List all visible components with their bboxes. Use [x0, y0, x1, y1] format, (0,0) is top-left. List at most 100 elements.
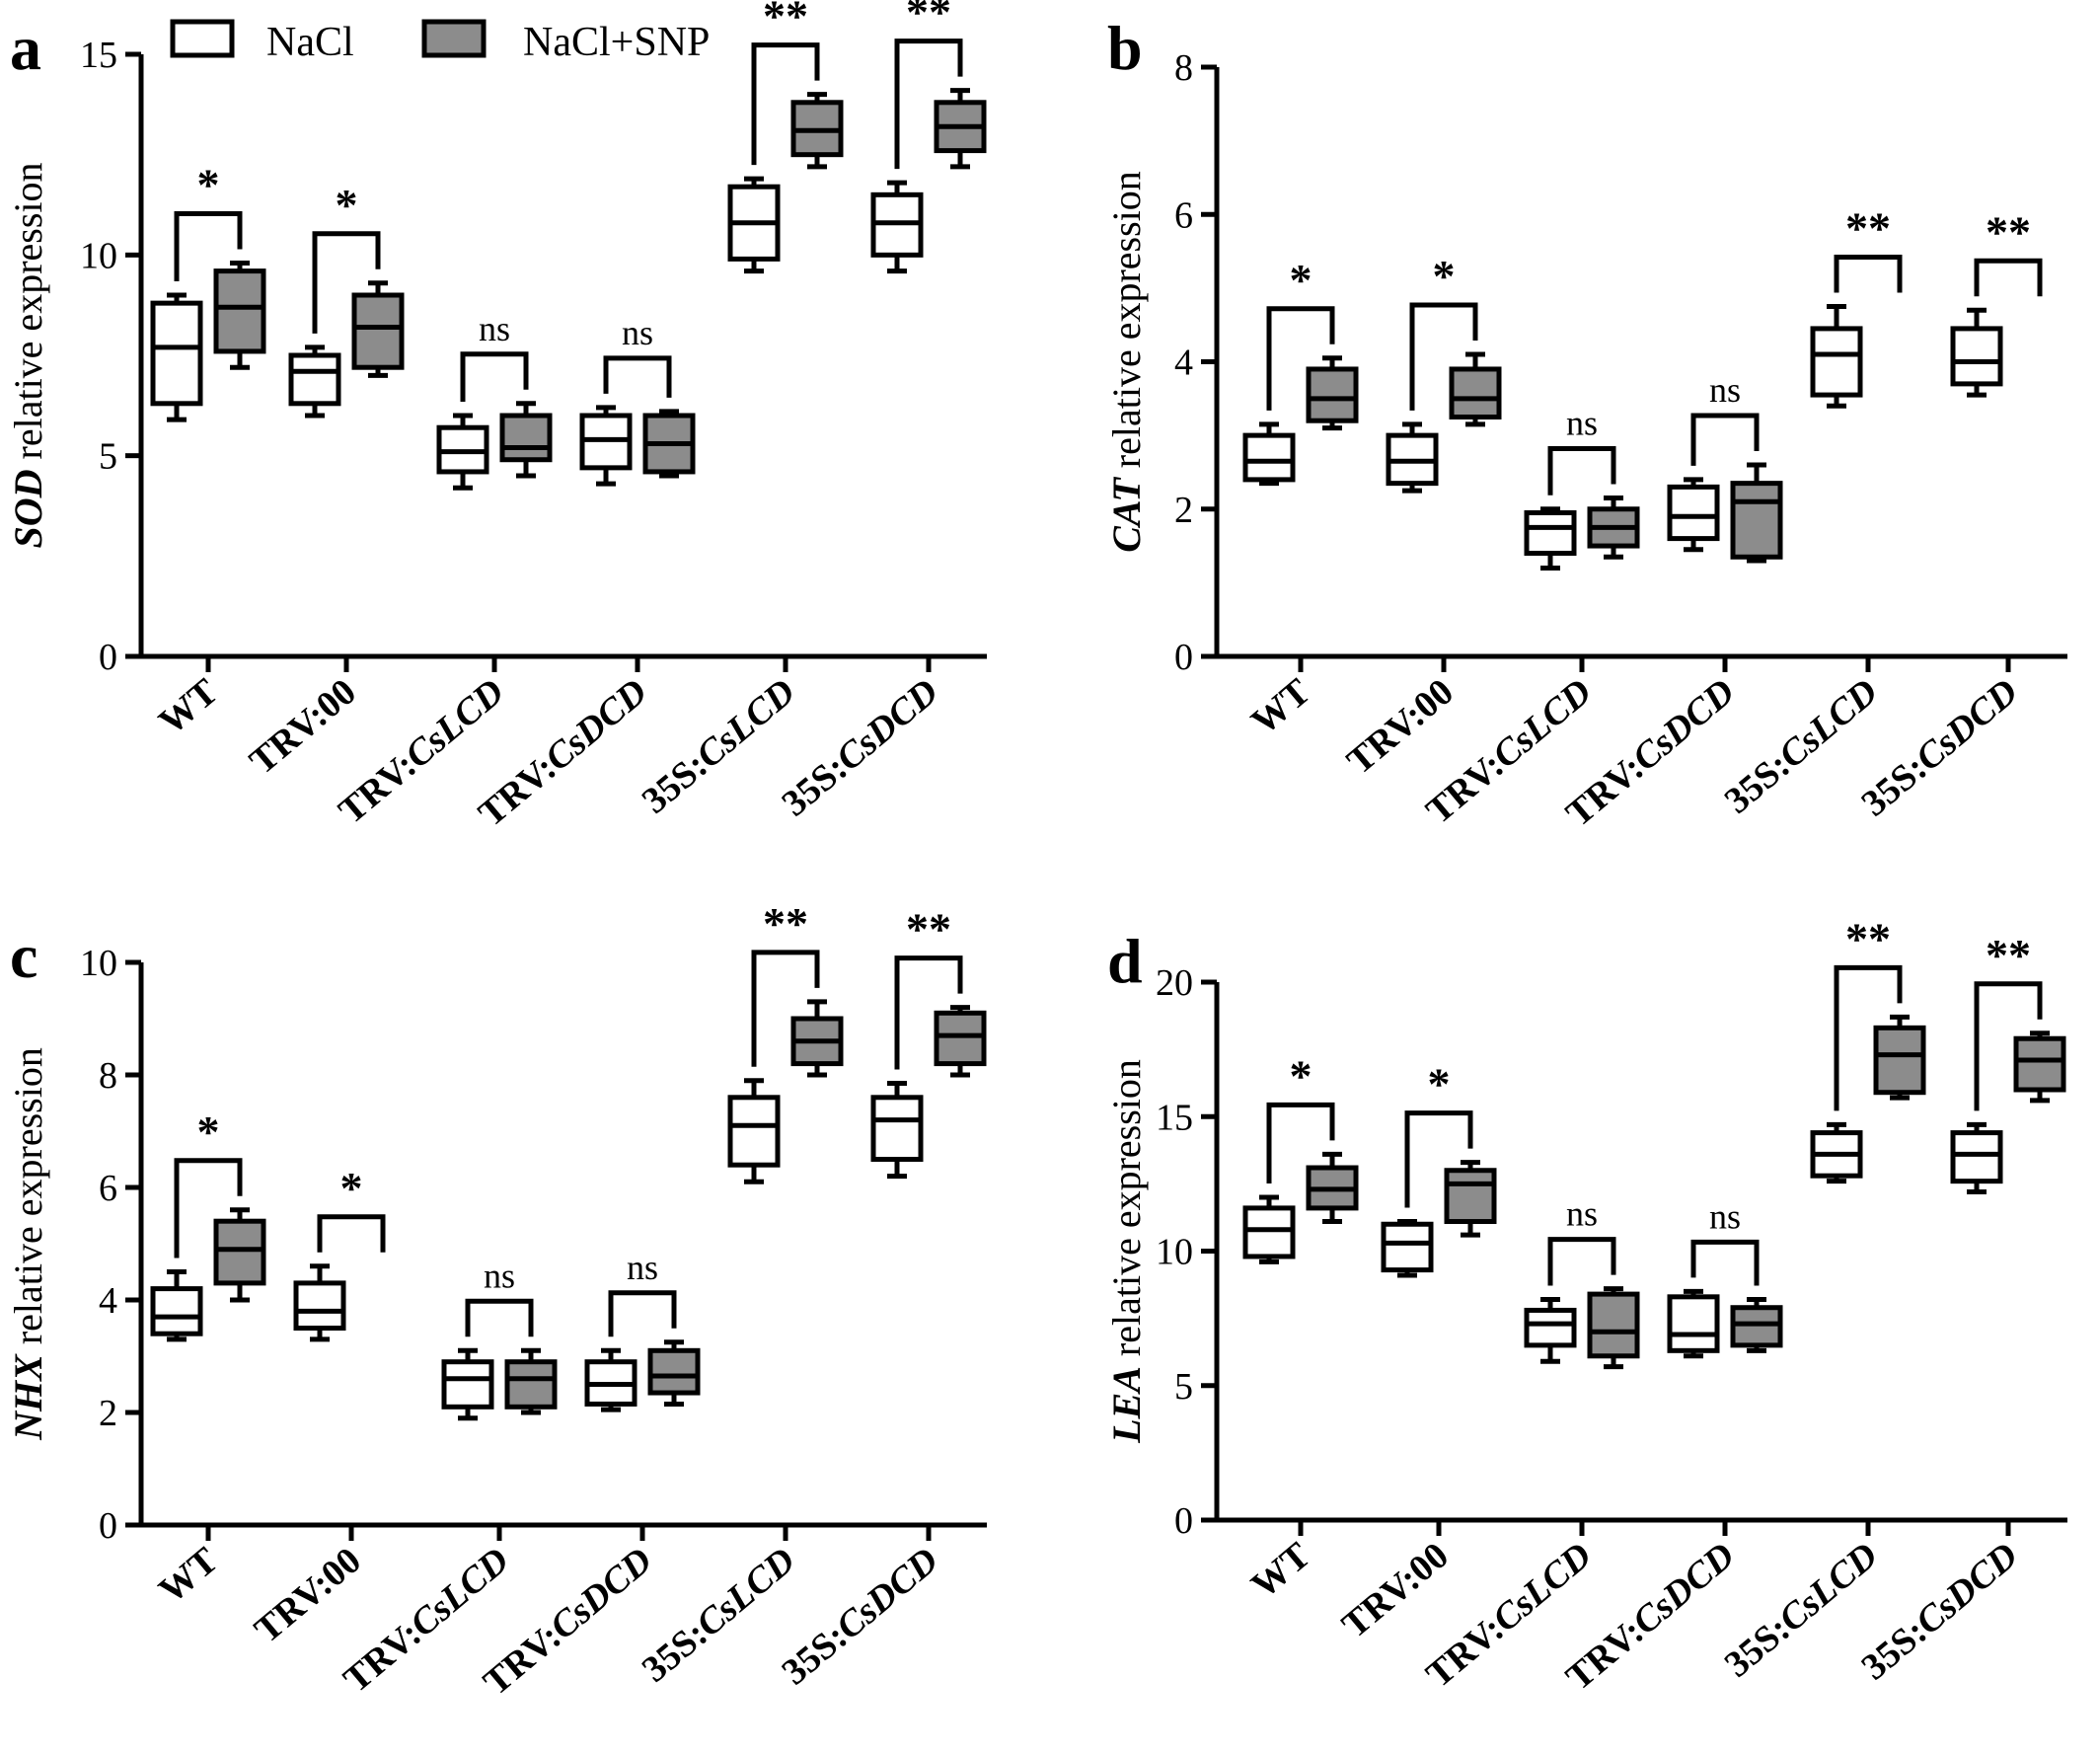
x-tick-label-gene: CsLCD: [1485, 671, 1600, 777]
significance-label: ns: [484, 1256, 515, 1295]
y-axis-label-gene: SOD: [6, 469, 50, 548]
significance-label: **: [1986, 206, 2031, 257]
significance-label: ns: [1709, 1196, 1741, 1236]
nacl-snp-box: [1730, 481, 1783, 560]
nacl-box: [1242, 432, 1296, 483]
significance-label: ns: [1566, 1194, 1598, 1234]
significance-bracket: [608, 1290, 677, 1337]
y-tick-label: 6: [99, 1168, 117, 1209]
nacl-box: [293, 1280, 346, 1332]
y-axis-label-gene: LEA: [1104, 1366, 1149, 1444]
x-tick-label: 35S:CsDCD: [1854, 671, 2026, 825]
significance-bracket: [174, 210, 243, 281]
x-tick-label-gene: CsDCD: [543, 1540, 660, 1648]
nacl-box: [1381, 1221, 1434, 1273]
nacl-box: [1810, 326, 1863, 398]
significance-bracket: [1690, 1239, 1760, 1286]
significance-label: ns: [479, 309, 510, 348]
significance-bracket: [1974, 258, 2043, 297]
nacl-box: [150, 300, 203, 407]
x-tick-label: 35S:CsLCD: [635, 671, 803, 822]
y-tick-label: 2: [99, 1393, 117, 1434]
significance-bracket: [317, 1214, 386, 1253]
significance-bracket: [1409, 302, 1478, 411]
x-tick-label-prefix: WT: [1243, 671, 1318, 743]
significance-bracket: [751, 950, 820, 1067]
significance-bracket: [1834, 964, 1903, 1111]
y-tick-label: 5: [1174, 1366, 1193, 1408]
x-tick-label: 35S:CsDCD: [1854, 1535, 2026, 1689]
y-axis-label-gene: CAT: [1104, 477, 1149, 553]
x-tick-label: TRV:00: [242, 671, 364, 783]
significance-label: *: [1290, 255, 1312, 305]
x-tick-label: TRV:00: [1334, 1535, 1457, 1646]
y-tick-label: 15: [80, 35, 117, 76]
y-tick-label: 4: [1174, 343, 1193, 384]
x-tick-label-gene: CsLCD: [689, 671, 803, 777]
significance-bracket: [1266, 1102, 1335, 1183]
x-tick-label-gene: CsLCD: [1485, 1535, 1600, 1641]
x-tick-label: TRV:00: [1339, 671, 1462, 783]
legend-label-nacl-snp: NaCl+SNP: [523, 20, 710, 65]
legend-label-nacl: NaCl: [266, 20, 354, 65]
y-tick-label: 8: [1174, 47, 1193, 89]
significance-bracket: [1266, 306, 1335, 411]
nacl-snp-box: [1587, 1291, 1640, 1359]
nacl-box: [150, 1286, 203, 1336]
y-axis-label-text: relative expression: [1104, 171, 1149, 478]
x-tick-label-gene: CsLCD: [689, 1540, 803, 1645]
nacl-snp-box: [2013, 1035, 2066, 1093]
significance-bracket: [751, 42, 820, 166]
significance-bracket: [603, 355, 672, 398]
significance-bracket: [1974, 981, 2043, 1111]
legend-swatch-nacl-snp: [421, 19, 487, 58]
nacl-box: [1524, 1307, 1577, 1348]
y-tick-label: 15: [1156, 1097, 1193, 1138]
y-tick-label: 5: [99, 436, 117, 478]
nacl-box: [288, 352, 341, 407]
significance-label: **: [906, 0, 951, 38]
x-tick-label-gene: CsLCD: [398, 671, 512, 777]
nacl-box: [727, 1095, 781, 1168]
nacl-snp-box: [1449, 366, 1502, 420]
y-axis-label-text: relative expression: [6, 162, 50, 469]
y-tick-label: 0: [99, 1505, 117, 1547]
y-axis-label-text: relative expression: [1104, 1059, 1149, 1366]
y-tick-label: 10: [80, 235, 117, 276]
x-tick-label-prefix: WT: [151, 671, 226, 743]
x-tick-label-gene: CsDCD: [1909, 1535, 2026, 1643]
x-tick-label-prefix: TRV:00: [247, 1540, 369, 1651]
nacl-snp-box: [934, 1010, 987, 1067]
x-tick-label-gene: CsDCD: [1625, 671, 1743, 780]
x-tick-label-gene: CsDCD: [829, 1540, 946, 1648]
significance-bracket: [465, 1298, 534, 1337]
significance-label: *: [1290, 1050, 1312, 1101]
nacl-box: [1667, 484, 1720, 542]
significance-label: *: [197, 1106, 220, 1157]
x-tick-label-gene: CsLCD: [1771, 671, 1886, 777]
significance-label: **: [1845, 913, 1891, 963]
panel-a: a SOD relative expression 0 5 10 15 WT * TRV:00 *…: [6, 0, 987, 835]
significance-label: **: [906, 904, 951, 954]
significance-bracket: [1404, 1110, 1473, 1208]
y-axis-label: SOD relative expression: [6, 162, 50, 548]
significance-label: **: [1845, 203, 1891, 254]
x-tick-label: WT: [1243, 1535, 1318, 1607]
significance-bracket: [174, 1158, 243, 1259]
nacl-box: [1950, 1130, 2003, 1184]
nacl-snp-box: [499, 413, 553, 463]
y-axis-label-gene: NHX: [6, 1353, 50, 1441]
nacl-box: [1524, 509, 1577, 557]
x-tick-label-gene: CsDCD: [829, 671, 946, 780]
nacl-snp-box: [351, 292, 405, 370]
legend-swatch-nacl: [170, 19, 235, 58]
significance-bracket: [1547, 1237, 1616, 1286]
panel-label: b: [1107, 13, 1143, 83]
nacl-box: [1950, 326, 2003, 387]
significance-label: *: [336, 180, 358, 230]
x-tick-label-gene: CsDCD: [1909, 671, 2026, 780]
y-tick-label: 0: [1174, 1500, 1193, 1542]
significance-label: *: [340, 1163, 363, 1213]
